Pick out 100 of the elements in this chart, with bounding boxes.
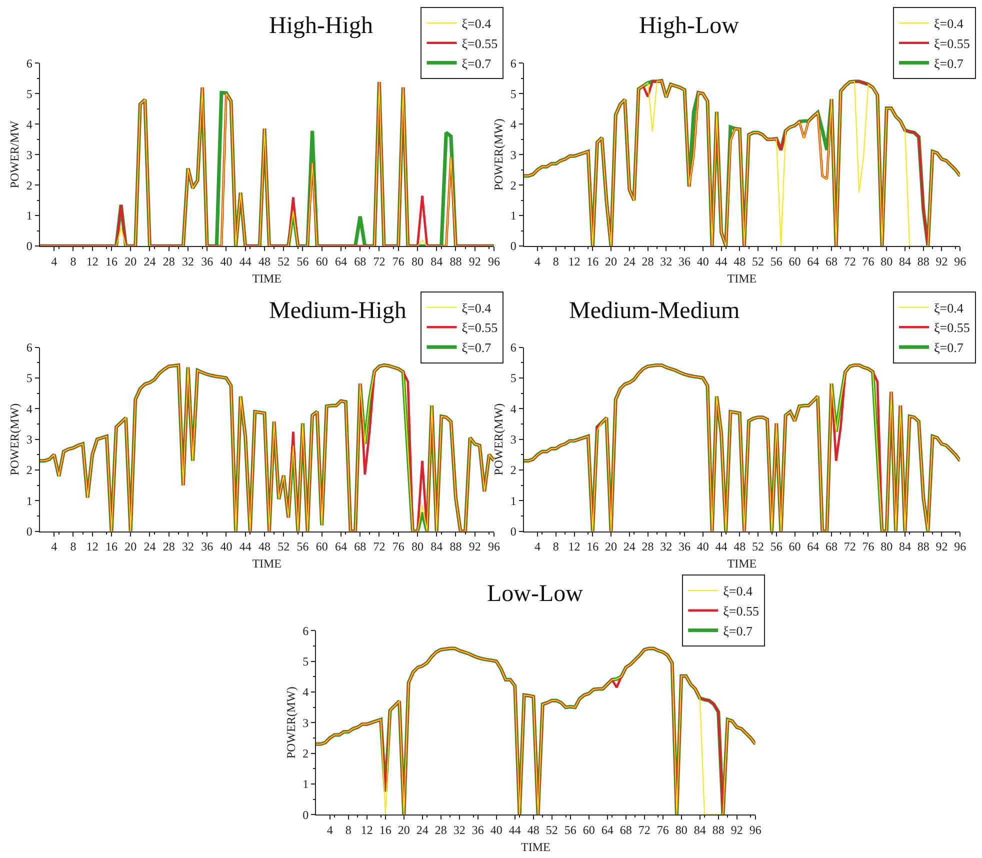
x-tick-label: 16 bbox=[586, 254, 599, 268]
x-tick-label: 48 bbox=[527, 823, 540, 838]
x-tick-label: 20 bbox=[124, 540, 137, 554]
y-tick-label: 5 bbox=[26, 86, 32, 101]
x-tick-label: 48 bbox=[734, 254, 746, 268]
x-tick-label: 24 bbox=[144, 254, 156, 268]
y-axis-title: POWER(MW) bbox=[492, 118, 506, 191]
x-tick-label: 32 bbox=[660, 540, 672, 554]
x-tick-label: 72 bbox=[373, 254, 386, 268]
x-tick-label: 88 bbox=[917, 540, 930, 554]
x-tick-label: 24 bbox=[623, 254, 636, 268]
x-tick-label: 4 bbox=[51, 254, 58, 268]
x-tick-label: 92 bbox=[730, 823, 743, 838]
x-tick-label: 20 bbox=[398, 823, 410, 838]
y-tick-label: 4 bbox=[510, 402, 516, 416]
x-tick-label: 68 bbox=[354, 540, 366, 554]
y-tick-label: 5 bbox=[510, 86, 516, 101]
legend-label: ξ=0.55 bbox=[462, 320, 498, 336]
legend-label: ξ=0.55 bbox=[934, 36, 970, 51]
y-tick-label: 0 bbox=[26, 239, 32, 254]
y-tick-label: 4 bbox=[26, 117, 32, 132]
y-tick-label: 3 bbox=[26, 432, 32, 447]
x-tick-label: 32 bbox=[453, 823, 466, 838]
x-tick-label: 8 bbox=[345, 823, 352, 838]
y-tick-label: 2 bbox=[302, 746, 309, 760]
x-tick-label: 84 bbox=[694, 823, 706, 838]
y-tick-label: 3 bbox=[510, 432, 516, 447]
x-tick-label: 60 bbox=[788, 254, 801, 268]
y-tick-label: 0 bbox=[510, 239, 516, 254]
x-tick-label: 80 bbox=[411, 254, 424, 268]
x-tick-label: 8 bbox=[552, 254, 559, 268]
legend-label: ξ=0.7 bbox=[934, 340, 964, 356]
chart-title: Medium-Medium bbox=[569, 298, 740, 324]
chart-title: Low-Low bbox=[487, 581, 584, 607]
x-tick-label: 40 bbox=[220, 540, 232, 554]
x-tick-label: 96 bbox=[954, 540, 966, 554]
x-tick-label: 88 bbox=[712, 823, 724, 838]
x-tick-label: 24 bbox=[416, 823, 428, 838]
x-tick-label: 96 bbox=[488, 540, 500, 554]
y-axis-title: POWER(MW) bbox=[284, 686, 298, 759]
x-tick-label: 20 bbox=[605, 540, 618, 554]
x-tick-label: 68 bbox=[826, 254, 838, 268]
x-tick-label: 8 bbox=[552, 540, 559, 554]
x-tick-label: 88 bbox=[917, 254, 930, 268]
x-tick-label: 64 bbox=[334, 254, 347, 268]
y-tick-label: 5 bbox=[26, 371, 32, 386]
legend-label: ξ=0.4 bbox=[723, 584, 753, 599]
x-tick-label: 28 bbox=[642, 254, 654, 268]
x-tick-label: 80 bbox=[880, 254, 893, 268]
x-tick-label: 16 bbox=[105, 254, 118, 268]
legend-label: ξ=0.4 bbox=[934, 300, 964, 316]
x-tick-label: 84 bbox=[430, 540, 443, 554]
x-tick-label: 68 bbox=[826, 540, 838, 554]
x-tick-label: 52 bbox=[278, 254, 290, 268]
y-tick-label: 0 bbox=[26, 524, 32, 539]
x-tick-label: 36 bbox=[678, 540, 691, 554]
x-tick-label: 56 bbox=[296, 540, 309, 554]
legend-label: ξ=0.55 bbox=[723, 604, 760, 619]
x-tick-label: 72 bbox=[844, 254, 856, 268]
x-tick-label: 28 bbox=[162, 540, 175, 554]
y-tick-label: 5 bbox=[302, 654, 309, 669]
x-tick-label: 40 bbox=[490, 823, 502, 838]
x-axis-title: TIME bbox=[727, 556, 757, 571]
x-tick-label: 40 bbox=[696, 540, 709, 554]
x-tick-label: 68 bbox=[620, 823, 632, 838]
x-tick-label: 76 bbox=[862, 254, 874, 268]
x-tick-label: 52 bbox=[752, 540, 764, 554]
x-tick-label: 4 bbox=[534, 540, 541, 554]
x-tick-label: 56 bbox=[564, 823, 576, 838]
y-tick-label: 1 bbox=[26, 494, 32, 508]
x-tick-label: 56 bbox=[770, 540, 782, 554]
chart-title: Medium-High bbox=[269, 298, 406, 324]
y-tick-label: 1 bbox=[302, 777, 309, 792]
x-tick-label: 60 bbox=[316, 540, 328, 554]
x-tick-label: 72 bbox=[638, 823, 650, 838]
y-tick-label: 3 bbox=[302, 716, 309, 730]
x-tick-label: 16 bbox=[586, 540, 599, 554]
x-tick-label: 88 bbox=[450, 254, 462, 268]
x-tick-label: 80 bbox=[880, 540, 893, 554]
x-tick-label: 84 bbox=[430, 254, 443, 268]
x-tick-label: 52 bbox=[278, 540, 290, 554]
x-tick-label: 40 bbox=[220, 254, 232, 268]
x-axis-title: TIME bbox=[727, 271, 757, 286]
legend-label: ξ=0.7 bbox=[723, 623, 753, 638]
y-tick-label: 0 bbox=[510, 524, 516, 539]
x-tick-label: 44 bbox=[715, 540, 728, 554]
legend-label: ξ=0.4 bbox=[934, 16, 964, 32]
x-tick-label: 28 bbox=[162, 254, 175, 268]
x-tick-label: 76 bbox=[862, 540, 874, 554]
chart-title: High-High bbox=[269, 13, 373, 39]
x-tick-label: 76 bbox=[392, 540, 404, 554]
y-axis-title: POWER(MW) bbox=[492, 403, 506, 476]
y-tick-label: 2 bbox=[510, 463, 516, 478]
x-tick-label: 4 bbox=[326, 823, 333, 838]
x-tick-label: 72 bbox=[844, 540, 856, 554]
x-tick-label: 64 bbox=[334, 540, 347, 554]
y-tick-label: 3 bbox=[510, 148, 516, 162]
x-tick-label: 92 bbox=[936, 254, 948, 268]
x-tick-label: 12 bbox=[568, 540, 580, 554]
y-tick-label: 6 bbox=[26, 56, 32, 70]
